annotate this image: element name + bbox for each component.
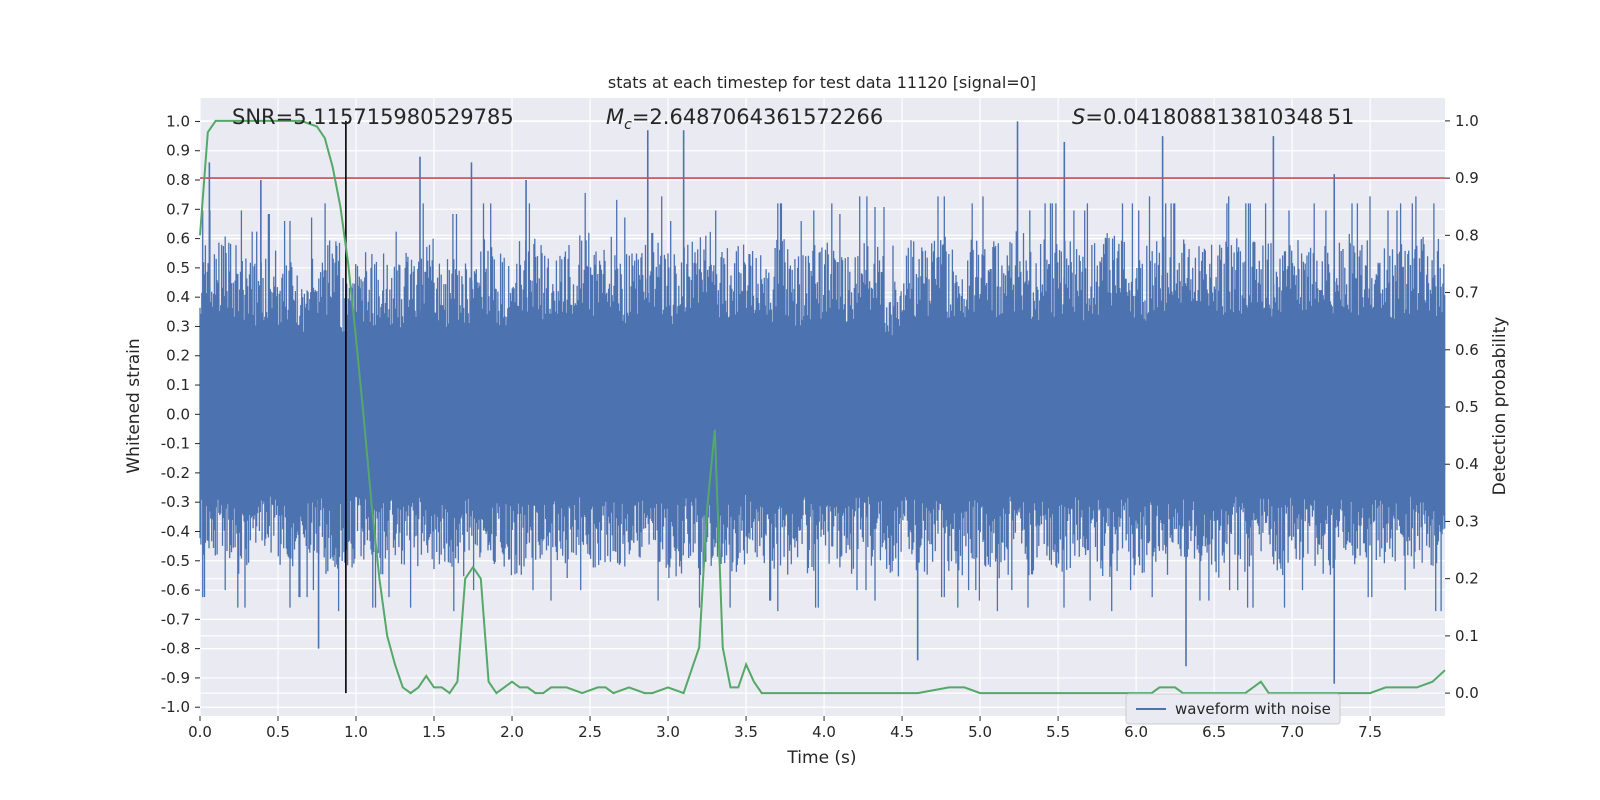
- chirp-mass-symbol: M: [606, 105, 624, 129]
- y-axis-left-label: Whitened strain: [124, 338, 144, 473]
- legend-box: [1125, 693, 1341, 725]
- y-right-tick-label: 0.4: [1455, 455, 1479, 473]
- x-tick-label: 0.0: [188, 723, 212, 741]
- y-tick-label: -0.4: [161, 522, 190, 540]
- chirp-mass-annotation: Mc=2.6487064361572266: [606, 105, 883, 133]
- y-tick-label: 1.0: [166, 112, 190, 130]
- y-tick-label: 0.3: [166, 317, 190, 335]
- y-tick-label: -0.1: [161, 435, 190, 453]
- legend-label: waveform with noise: [1175, 700, 1331, 718]
- x-tick-label: 2.0: [500, 723, 524, 741]
- y-tick-label: 0.5: [166, 259, 190, 277]
- x-axis-ticks: 0.0 0.5 1.0 1.5 2.0 2.5 3.0 3.5 4.0 4.5 5.0 5.5 6.0 6…: [188, 716, 1382, 741]
- x-tick-label: 4.5: [890, 723, 914, 741]
- x-tick-label: 4.0: [812, 723, 836, 741]
- y-tick-label: -0.6: [161, 581, 190, 599]
- y-right-tick-label: 0.8: [1455, 226, 1479, 244]
- y-axis-right-ticks: 0.0 0.1 0.2 0.3 0.4 0.5 0.6 0.7 0.8 0.9 1.0: [1445, 112, 1479, 702]
- x-tick-label: 1.0: [344, 723, 368, 741]
- y-tick-label: -0.5: [161, 552, 190, 570]
- s-statistic-annotation: S=0.041808813810348 51: [1072, 105, 1354, 129]
- y-right-tick-label: 0.2: [1455, 570, 1479, 588]
- y-tick-label: 0.9: [166, 142, 190, 160]
- y-tick-label: 0.7: [166, 200, 190, 218]
- chart-title: stats at each timestep for test data 111…: [608, 73, 1036, 92]
- x-axis-label: Time (s): [786, 748, 856, 768]
- y-tick-label: 0.2: [166, 347, 190, 365]
- x-tick-label: 5.0: [968, 723, 992, 741]
- x-tick-label: 7.0: [1280, 723, 1304, 741]
- x-tick-label: 6.0: [1124, 723, 1148, 741]
- y-right-tick-label: 0.5: [1455, 398, 1479, 416]
- y-tick-label: -0.9: [161, 669, 190, 687]
- x-tick-label: 7.5: [1358, 723, 1382, 741]
- waveform-series: [199, 121, 1446, 684]
- y-tick-label: -0.3: [161, 493, 190, 511]
- snr-annotation: SNR=5.115715980529785: [232, 105, 514, 129]
- y-tick-label: -1.0: [161, 698, 190, 716]
- y-right-tick-label: 1.0: [1455, 112, 1479, 130]
- y-tick-label: -0.7: [161, 610, 190, 628]
- x-tick-label: 3.5: [734, 723, 758, 741]
- x-tick-label: 6.5: [1202, 723, 1226, 741]
- y-right-tick-label: 0.9: [1455, 169, 1479, 187]
- waveform-core: [200, 355, 1445, 473]
- y-right-tick-label: 0.1: [1455, 627, 1479, 645]
- s-statistic-symbol: S: [1072, 105, 1085, 129]
- x-tick-label: 2.5: [578, 723, 602, 741]
- legend: waveform with noise: [1125, 693, 1341, 725]
- chirp-mass-subscript: c: [624, 117, 632, 133]
- s-statistic-value: =0.041808813810348 51: [1085, 105, 1354, 129]
- y-tick-label: 0.8: [166, 171, 190, 189]
- x-tick-label: 3.0: [656, 723, 680, 741]
- x-tick-label: 0.5: [266, 723, 290, 741]
- y-tick-label: 0.4: [166, 288, 190, 306]
- y-right-tick-label: 0.0: [1455, 684, 1479, 702]
- y-axis-left-ticks: -1.0 -0.9 -0.8 -0.7 -0.6 -0.5 -0.4 -0.3 -0.2 -0.1…: [161, 112, 200, 716]
- chirp-mass-value: =2.6487064361572266: [632, 105, 883, 129]
- y-right-tick-label: 0.6: [1455, 341, 1479, 359]
- y-tick-label: 0.0: [166, 405, 190, 423]
- y-tick-label: 0.6: [166, 230, 190, 248]
- y-tick-label: -0.2: [161, 464, 190, 482]
- y-right-tick-label: 0.3: [1455, 512, 1479, 530]
- x-tick-label: 1.5: [422, 723, 446, 741]
- probability-series-line: [199, 119, 1446, 695]
- y-tick-label: 0.1: [166, 376, 190, 394]
- y-axis-right-label: Detection probability: [1490, 317, 1510, 496]
- y-tick-label: -0.8: [161, 640, 190, 658]
- x-tick-label: 5.5: [1046, 723, 1070, 741]
- y-right-tick-label: 0.7: [1455, 284, 1479, 302]
